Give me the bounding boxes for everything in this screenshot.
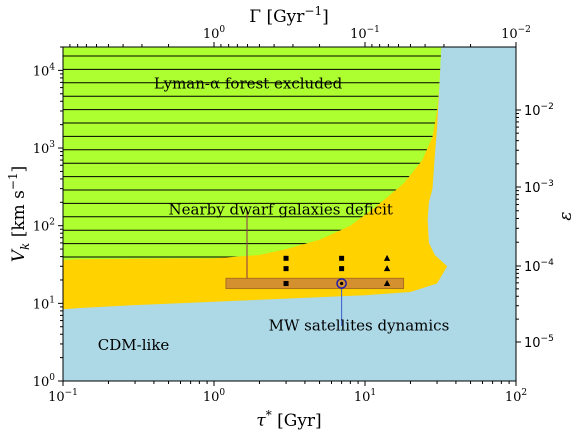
circle-marker-dot bbox=[340, 281, 344, 286]
x-axis-label: τ* [Gyr] bbox=[256, 408, 321, 431]
y-tick-label: 103 bbox=[33, 140, 56, 157]
right-tick-label: 10−4 bbox=[524, 258, 554, 275]
square-marker bbox=[339, 266, 345, 272]
right-axis-label: ε bbox=[556, 211, 576, 220]
square-marker bbox=[283, 255, 289, 261]
annotation-lyman-alpha: Lyman-α forest excluded bbox=[154, 75, 343, 93]
right-tick-label: 10−3 bbox=[524, 179, 554, 196]
mw-satellites-band bbox=[225, 277, 405, 290]
square-marker bbox=[283, 281, 289, 287]
axis-ticks bbox=[58, 42, 521, 386]
x-tick-label: 101 bbox=[354, 388, 376, 405]
annotation-cdm-like: CDM-like bbox=[98, 336, 170, 354]
annotation-dwarf-deficit: Nearby dwarf galaxies deficit bbox=[169, 200, 393, 218]
right-tick-label: 10−5 bbox=[524, 334, 554, 351]
square-marker bbox=[283, 266, 289, 272]
triangle-marker bbox=[383, 280, 391, 287]
y-tick-label: 102 bbox=[33, 218, 55, 235]
x-tick-label: 100 bbox=[203, 388, 226, 405]
x-tick-label: 10−1 bbox=[48, 388, 78, 405]
square-marker bbox=[339, 255, 345, 261]
lyman-alpha-excluded-region bbox=[63, 47, 516, 261]
circle-marker bbox=[336, 278, 347, 289]
y-tick-label: 100 bbox=[33, 373, 56, 390]
top-tick-label: 10−2 bbox=[501, 25, 531, 42]
right-tick-label: 10−2 bbox=[524, 102, 554, 119]
top-tick-label: 10−1 bbox=[350, 25, 380, 42]
y-axis-label: Vk [km s−1] bbox=[6, 166, 32, 263]
plot-frame bbox=[62, 46, 517, 382]
annotation-mw-dynamics: MW satellites dynamics bbox=[269, 316, 450, 334]
triangle-marker bbox=[383, 265, 391, 272]
y-tick-label: 101 bbox=[33, 295, 55, 312]
y-tick-label: 104 bbox=[33, 62, 56, 79]
top-tick-label: 100 bbox=[203, 25, 226, 42]
x-tick-label: 102 bbox=[505, 388, 527, 405]
top-axis-label: Γ [Gyr−1] bbox=[249, 4, 329, 27]
triangle-marker bbox=[383, 254, 391, 261]
data-markers bbox=[283, 254, 391, 289]
plot-area bbox=[63, 47, 516, 381]
